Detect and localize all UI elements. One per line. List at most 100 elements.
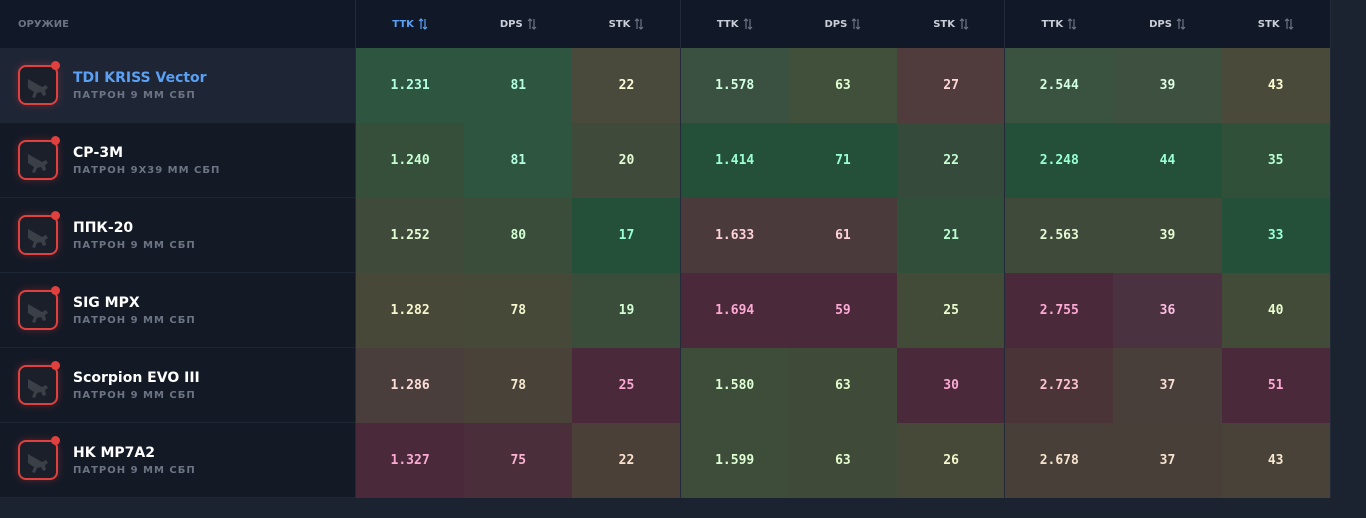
column-label: STK bbox=[608, 18, 631, 30]
weapon-row[interactable]: ППК-20 ПАТРОН 9 ММ СБП bbox=[0, 198, 355, 273]
stat-cell: 61 bbox=[788, 198, 897, 273]
weapon-row[interactable]: Scorpion EVO III ПАТРОН 9 ММ СБП bbox=[0, 348, 355, 423]
column-header[interactable]: TTK bbox=[356, 0, 464, 48]
stat-cell: 21 bbox=[897, 198, 1006, 273]
stat-cell: 78 bbox=[464, 273, 573, 348]
weapon-name: ППК-20 bbox=[73, 220, 134, 236]
stat-cell: 1.286 bbox=[356, 348, 465, 423]
stat-cell: 1.252 bbox=[356, 198, 465, 273]
stat-cell: 81 bbox=[464, 48, 573, 123]
weapon-ammo: ПАТРОН 9 ММ СБП bbox=[73, 240, 196, 251]
column-header[interactable]: TTK bbox=[1005, 0, 1113, 48]
stat-cell: 19 bbox=[572, 273, 681, 348]
weapon-name: HK MP7A2 bbox=[73, 445, 155, 461]
stat-cell: 44 bbox=[1113, 123, 1222, 198]
stat-cell: 75 bbox=[464, 423, 573, 498]
weapon-icon bbox=[18, 290, 58, 330]
weapon-name: SIG MPX bbox=[73, 295, 140, 311]
sort-icon bbox=[527, 18, 537, 30]
column-label: DPS bbox=[1149, 18, 1172, 30]
column-header[interactable]: STK bbox=[897, 0, 1005, 48]
stat-cell: 2.544 bbox=[1005, 48, 1114, 123]
column-header[interactable]: DPS bbox=[1113, 0, 1221, 48]
stat-cell: 35 bbox=[1221, 123, 1330, 198]
sort-icon bbox=[634, 18, 644, 30]
stat-cell: 63 bbox=[788, 423, 897, 498]
stat-cell: 1.580 bbox=[680, 348, 789, 423]
stat-cell: 1.694 bbox=[680, 273, 789, 348]
column-label: TTK bbox=[392, 18, 414, 30]
stat-cell: 43 bbox=[1221, 48, 1330, 123]
stat-cell: 59 bbox=[788, 273, 897, 348]
column-label: DPS bbox=[499, 18, 523, 30]
weapon-ammo: ПАТРОН 9 ММ СБП bbox=[73, 315, 196, 326]
sort-icon bbox=[743, 18, 752, 30]
sort-icon bbox=[1284, 18, 1294, 30]
column-separator bbox=[1329, 0, 1331, 498]
gun-icon bbox=[28, 379, 48, 398]
alert-dot bbox=[51, 136, 60, 145]
table-header: ОРУЖИЕ TTK DPS STK TTK DPS STK TTK DPS STK bbox=[0, 0, 1330, 48]
stat-cell: 25 bbox=[897, 273, 1006, 348]
stat-cell: 20 bbox=[572, 123, 681, 198]
weapon-icon bbox=[18, 65, 58, 105]
stat-cell: 51 bbox=[1221, 348, 1330, 423]
column-header[interactable]: STK bbox=[572, 0, 680, 48]
alert-dot bbox=[51, 211, 60, 220]
column-header[interactable]: TTK bbox=[681, 0, 789, 48]
stat-cell: 22 bbox=[572, 48, 681, 123]
weapon-ammo: ПАТРОН 9 ММ СБП bbox=[73, 90, 196, 101]
stat-cell: 39 bbox=[1113, 48, 1222, 123]
column-label: STK bbox=[933, 18, 955, 30]
alert-dot bbox=[51, 286, 60, 295]
stat-cell: 40 bbox=[1221, 273, 1330, 348]
column-header[interactable]: STK bbox=[1222, 0, 1330, 48]
stat-cell: 33 bbox=[1221, 198, 1330, 273]
stat-cell: 1.633 bbox=[680, 198, 789, 273]
stat-cell: 1.414 bbox=[680, 123, 789, 198]
stat-cell: 1.240 bbox=[356, 123, 465, 198]
column-label: TTK bbox=[716, 18, 739, 30]
weapon-name: СР-3М bbox=[73, 145, 124, 161]
stat-cell: 1.327 bbox=[356, 423, 465, 498]
column-separator bbox=[679, 0, 681, 498]
weapon-name: TDI KRISS Vector bbox=[73, 70, 207, 86]
stat-cell: 71 bbox=[788, 123, 897, 198]
alert-dot bbox=[51, 61, 60, 70]
column-header[interactable]: DPS bbox=[464, 0, 572, 48]
gun-icon bbox=[28, 79, 48, 98]
stat-cell: 17 bbox=[572, 198, 681, 273]
stat-cell: 80 bbox=[464, 198, 573, 273]
stat-cell: 81 bbox=[464, 123, 573, 198]
weapon-column-header: ОРУЖИЕ bbox=[18, 18, 69, 30]
alert-dot bbox=[51, 436, 60, 445]
stat-cell: 2.563 bbox=[1005, 198, 1114, 273]
sort-icon bbox=[1176, 18, 1186, 30]
weapon-icon bbox=[18, 365, 58, 405]
column-label: TTK bbox=[1041, 18, 1064, 30]
stat-cell: 37 bbox=[1113, 348, 1222, 423]
stat-cell: 36 bbox=[1113, 273, 1222, 348]
weapon-row[interactable]: СР-3М ПАТРОН 9X39 ММ СБП bbox=[0, 123, 355, 198]
weapon-row[interactable]: TDI KRISS Vector ПАТРОН 9 ММ СБП bbox=[0, 48, 355, 123]
gun-icon bbox=[28, 229, 48, 248]
stat-cell: 26 bbox=[897, 423, 1006, 498]
weapon-row[interactable]: HK MP7A2 ПАТРОН 9 ММ СБП bbox=[0, 423, 355, 498]
column-label: DPS bbox=[824, 18, 848, 30]
alert-dot bbox=[51, 361, 60, 370]
weapon-ammo: ПАТРОН 9X39 ММ СБП bbox=[73, 165, 221, 176]
gun-icon bbox=[28, 154, 48, 173]
stat-cell: 78 bbox=[464, 348, 573, 423]
stat-cell: 30 bbox=[897, 348, 1006, 423]
stat-cell: 2.723 bbox=[1005, 348, 1114, 423]
gun-icon bbox=[28, 304, 48, 323]
stat-cell: 27 bbox=[897, 48, 1006, 123]
column-header[interactable]: DPS bbox=[789, 0, 897, 48]
weapon-icon bbox=[18, 140, 58, 180]
stat-cell: 25 bbox=[572, 348, 681, 423]
weapon-row[interactable]: SIG MPX ПАТРОН 9 ММ СБП bbox=[0, 273, 355, 348]
weapon-ammo: ПАТРОН 9 ММ СБП bbox=[73, 465, 196, 476]
weapon-icon bbox=[18, 215, 58, 255]
weapon-name: Scorpion EVO III bbox=[73, 370, 200, 386]
